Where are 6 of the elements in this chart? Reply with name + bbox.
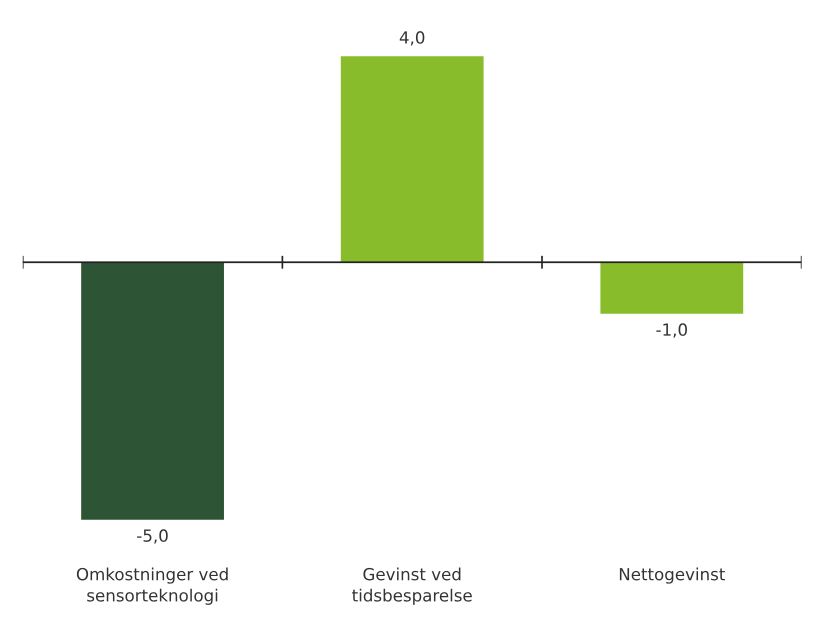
data-label: -1,0 [656, 323, 687, 338]
data-label: 4,0 [400, 31, 424, 46]
x-tick-label: Gevinst ved tidsbesparelse [352, 568, 472, 605]
data-label: -5,0 [137, 529, 168, 544]
x-tick-label: Nettogevinst [620, 568, 725, 584]
x-tick-label: Omkostninger ved sensorteknologi [76, 568, 228, 605]
